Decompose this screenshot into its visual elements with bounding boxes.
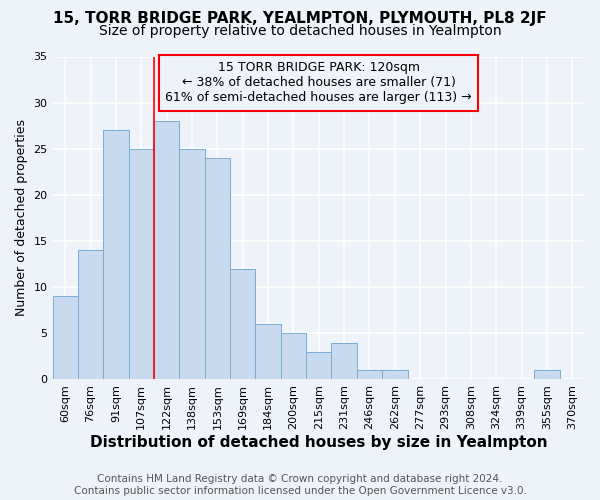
Bar — [357, 370, 382, 380]
Bar — [78, 250, 103, 380]
Bar — [53, 296, 78, 380]
X-axis label: Distribution of detached houses by size in Yealmpton: Distribution of detached houses by size … — [90, 435, 548, 450]
Bar — [534, 370, 560, 380]
Text: Contains HM Land Registry data © Crown copyright and database right 2024.
Contai: Contains HM Land Registry data © Crown c… — [74, 474, 526, 496]
Bar — [281, 334, 306, 380]
Bar — [205, 158, 230, 380]
Bar — [382, 370, 407, 380]
Bar — [331, 342, 357, 380]
Bar — [306, 352, 331, 380]
Text: 15, TORR BRIDGE PARK, YEALMPTON, PLYMOUTH, PL8 2JF: 15, TORR BRIDGE PARK, YEALMPTON, PLYMOUT… — [53, 11, 547, 26]
Bar — [230, 268, 256, 380]
Y-axis label: Number of detached properties: Number of detached properties — [15, 120, 28, 316]
Bar — [128, 149, 154, 380]
Text: 15 TORR BRIDGE PARK: 120sqm
← 38% of detached houses are smaller (71)
61% of sem: 15 TORR BRIDGE PARK: 120sqm ← 38% of det… — [166, 62, 472, 104]
Bar — [103, 130, 128, 380]
Text: Size of property relative to detached houses in Yealmpton: Size of property relative to detached ho… — [98, 24, 502, 38]
Bar — [256, 324, 281, 380]
Bar — [154, 121, 179, 380]
Bar — [179, 149, 205, 380]
